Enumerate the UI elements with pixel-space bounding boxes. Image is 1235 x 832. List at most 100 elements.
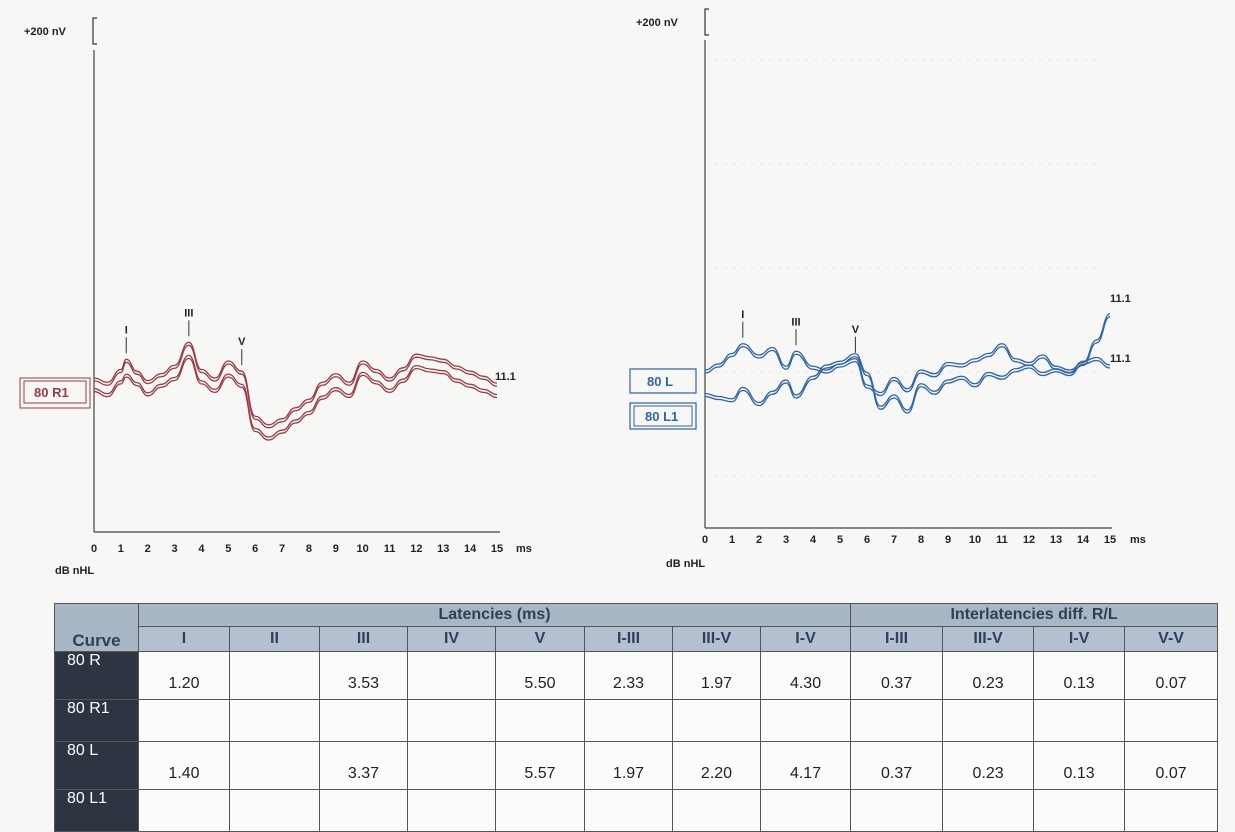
waveform-80-l [704,316,1111,397]
table-row: 80 L1 [54,789,1219,832]
waveform-80-l1 [704,353,1111,411]
table-cell: 0.23 [942,741,1035,790]
peak-label: III [184,307,193,319]
curve-column-header: Curve [54,626,139,652]
x-tick-label: 8 [306,543,312,555]
x-tick-label: 0 [91,543,97,555]
x-tick-label: 1 [118,543,124,555]
left-chart-grid [715,59,1100,477]
row-curve-label[interactable]: 80 L1 [54,789,139,832]
waveform-80-l [704,313,1111,394]
right-chart-waveforms [93,341,498,441]
right-chart-x-ticks: 0 1 2 3 4 5 6 7 8 9 10 11 12 13 14 15 [91,543,503,555]
row-curve-label[interactable]: 80 R1 [54,699,139,742]
table-cell [319,699,408,742]
curve-tag-80-l[interactable]: 80 L [629,368,697,394]
left-chart-x-unit: ms [1130,534,1146,546]
x-tick-label: 2 [756,534,762,546]
row-curve-label[interactable]: 80 R [54,651,139,700]
x-tick-label: 4 [198,543,205,555]
curve-tag-80-l-label: 80 L [647,374,673,389]
x-tick-label: 9 [945,534,951,546]
table-cell: 0.07 [1124,741,1219,790]
column-header: III-V [672,626,761,652]
peak-label: V [852,324,860,336]
table-cell: 5.50 [495,651,585,700]
x-tick-label: 1 [729,534,735,546]
table-cell [407,699,496,742]
right-chart-scale-bar [92,17,97,45]
column-header: V [495,626,585,652]
x-tick-label: 11 [384,543,396,555]
x-tick-label: 14 [1077,534,1090,546]
x-tick-label: 8 [918,534,924,546]
peak-label: I [125,324,128,336]
table-cell [759,699,852,742]
table-cell: 3.53 [319,651,408,700]
left-chart-x-label: dB nHL [666,558,705,570]
table-cell [1033,789,1126,832]
curve-tag-80-l1-label: 80 L1 [645,409,678,424]
table-cell [407,741,496,790]
abr-waveform-plots: +200 nV 0 1 2 3 4 5 6 7 8 9 10 11 12 13 14 15 ms dB nHL… [19,8,1146,577]
table-row: 80 R1 [54,699,1219,742]
latencies-group-header: Latencies (ms) [137,603,852,627]
table-cell: 1.97 [584,741,673,790]
table-cell: 2.20 [672,741,761,790]
table-row: 80 L 1.40 3.37 5.57 1.97 2.20 4.17 0.37 0.23 0.13… [54,741,1219,790]
curve-tag-80-l1[interactable]: 80 L1 [629,402,697,430]
x-tick-label: 5 [225,543,231,555]
column-header: IV [407,626,496,652]
table-cell [229,789,320,832]
right-chart-scale-label: +200 nV [24,26,67,38]
column-header: V-V [1124,626,1219,652]
table-cell [942,699,1035,742]
column-header: II [229,626,320,652]
x-tick-label: 5 [837,534,843,546]
table-cell [850,789,944,832]
table-cell: 4.30 [759,651,852,700]
table-cell [407,789,496,832]
peak-label: V [238,336,246,348]
table-cell: 0.07 [1124,651,1219,700]
table-cell: 2.33 [584,651,673,700]
table-corner [54,603,139,627]
table-cell [850,699,944,742]
column-header: I-V [1033,626,1126,652]
x-tick-label: 12 [1023,534,1035,546]
left-chart-x-ticks: 0 1 2 3 4 5 6 7 8 9 10 11 12 13 14 15 [702,534,1116,546]
curve-tag-80-r1[interactable]: 80 R1 [19,377,91,409]
table-cell [407,651,496,700]
table-cell [495,699,585,742]
table-cell [495,789,585,832]
x-tick-label: 4 [810,534,817,546]
waveform-80-r1 [93,357,498,441]
table-cell [138,789,230,832]
table-cell: 0.13 [1033,651,1126,700]
peak-label: III [791,316,800,328]
table-cell: 0.37 [850,741,944,790]
table-cell [1033,699,1126,742]
x-tick-label: 2 [145,543,151,555]
column-header: III-V [942,626,1035,652]
row-curve-label[interactable]: 80 L [54,741,139,790]
table-cell [229,651,320,700]
x-tick-label: 6 [252,543,258,555]
left-chart-scale-label: +200 nV [636,17,679,29]
left-chart-end-label-upper: 11.1 [1110,293,1131,305]
table-cell [1124,699,1219,742]
column-header: III [319,626,408,652]
x-tick-label: 7 [891,534,897,546]
curve-tag-80-r1-label: 80 R1 [34,385,69,400]
latency-table: Latencies (ms) Interlatencies diff. R/L … [54,603,1219,832]
waveform-80-r1 [93,354,498,438]
table-cell: 1.40 [138,741,230,790]
x-tick-label: 12 [410,543,422,555]
right-ear-chart: +200 nV 0 1 2 3 4 5 6 7 8 9 10 11 12 13 14 15 ms dB nHL… [19,17,532,577]
table-cell [319,789,408,832]
x-tick-label: 3 [172,543,178,555]
table-cell: 0.37 [850,651,944,700]
table-cell: 1.20 [138,651,230,700]
table-cell [229,699,320,742]
